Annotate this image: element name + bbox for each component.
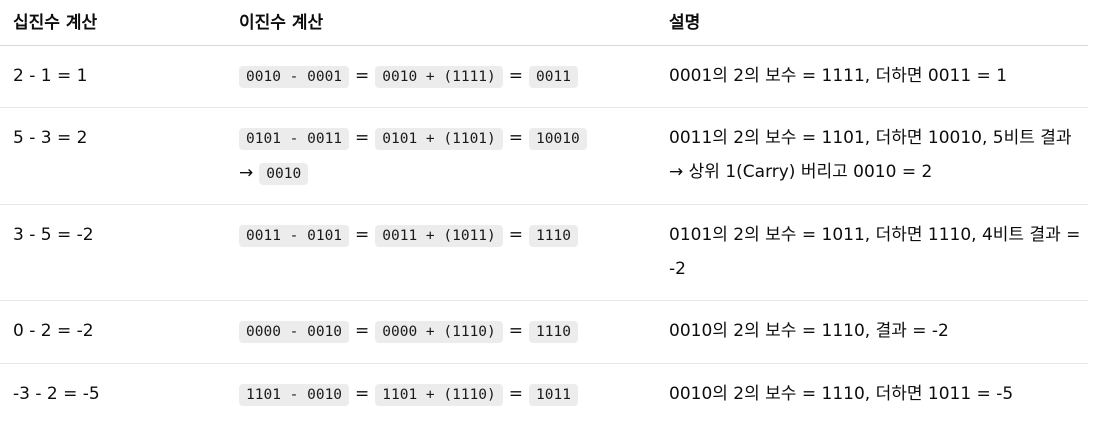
equals-sign: =: [355, 66, 370, 86]
binary-code: 1101 + (1110): [375, 384, 503, 406]
binary-code: 0000 - 0010: [239, 321, 350, 343]
table-row: 3 - 5 = -2 0011 - 0101 = 0011 + (1011) = 111…: [0, 205, 1088, 301]
binary-code: 0011: [529, 66, 578, 88]
binary-code: 0010 + (1111): [375, 66, 503, 88]
header-binary: 이진수 계산: [239, 13, 324, 33]
table-row: 0 - 2 = -2 0000 - 0010 = 0000 + (1110) = 111…: [0, 301, 1088, 364]
binary-code: 0101 + (1101): [375, 128, 503, 150]
equals-sign: =: [355, 225, 370, 245]
binary-cell: 0011 - 0101 = 0011 + (1011) = 1110: [226, 205, 656, 300]
binary-code: 0011 - 0101: [239, 225, 350, 247]
binary-cell: 0010 - 0001 = 0010 + (1111) = 0011: [226, 46, 656, 107]
equals-sign: =: [508, 384, 524, 404]
binary-code: 0010: [259, 163, 309, 185]
binary-code: 0011 + (1011): [375, 225, 503, 247]
binary-code: 1110: [529, 225, 578, 247]
binary-code: 1110: [529, 321, 578, 343]
equals-sign: =: [355, 384, 370, 404]
table-header-row: 십진수 계산 이진수 계산 설명: [0, 0, 1088, 46]
equals-sign: =: [355, 321, 370, 341]
description-cell: 0011의 2의 보수 = 1101, 더하면 10010, 5비트 결과 → …: [669, 128, 1072, 182]
binary-code: 1011: [529, 384, 578, 406]
description-cell: 0010의 2의 보수 = 1110, 결과 = -2: [669, 321, 949, 341]
equals-sign: =: [508, 128, 524, 148]
decimal-cell: -3 - 2 = -5: [13, 384, 100, 404]
description-cell: 0101의 2의 보수 = 1011, 더하면 1110, 4비트 결과 = -…: [669, 225, 1081, 279]
binary-code: 0101 - 0011: [239, 128, 350, 150]
binary-cell: 0101 - 0011 = 0101 + (1101) = 10010 → 0010: [226, 108, 656, 204]
decimal-cell: 5 - 3 = 2: [13, 128, 88, 148]
table-row: -3 - 2 = -5 1101 - 0010 = 1101 + (1110) = 10…: [0, 364, 1088, 427]
equals-sign: =: [508, 225, 524, 245]
binary-cell: 1101 - 0010 = 1101 + (1110) = 1011: [226, 364, 656, 427]
binary-code: 0000 + (1110): [375, 321, 503, 343]
header-decimal: 십진수 계산: [13, 13, 98, 33]
description-cell: 0010의 2의 보수 = 1110, 더하면 1011 = -5: [669, 384, 1014, 404]
equals-sign: =: [508, 66, 524, 86]
arrow-icon: →: [239, 163, 254, 183]
header-description: 설명: [669, 13, 701, 33]
binary-code: 1101 - 0010: [239, 384, 350, 406]
binary-cell: 0000 - 0010 = 0000 + (1110) = 1110: [226, 301, 656, 363]
table-row: 5 - 3 = 2 0101 - 0011 = 0101 + (1101) = 1001…: [0, 108, 1088, 205]
equals-sign: =: [508, 321, 524, 341]
binary-code: 0010 - 0001: [239, 66, 350, 88]
table-row: 2 - 1 = 1 0010 - 0001 = 0010 + (1111) = 0011…: [0, 46, 1088, 108]
description-cell: 0001의 2의 보수 = 1111, 더하면 0011 = 1: [669, 66, 1008, 86]
binary-subtraction-table: 십진수 계산 이진수 계산 설명 2 - 1 = 1 0010 - 0001 = 0…: [0, 0, 1088, 427]
decimal-cell: 0 - 2 = -2: [13, 321, 94, 341]
equals-sign: =: [355, 128, 370, 148]
decimal-cell: 2 - 1 = 1: [13, 66, 88, 86]
binary-code: 10010: [529, 128, 587, 150]
decimal-cell: 3 - 5 = -2: [13, 225, 94, 245]
